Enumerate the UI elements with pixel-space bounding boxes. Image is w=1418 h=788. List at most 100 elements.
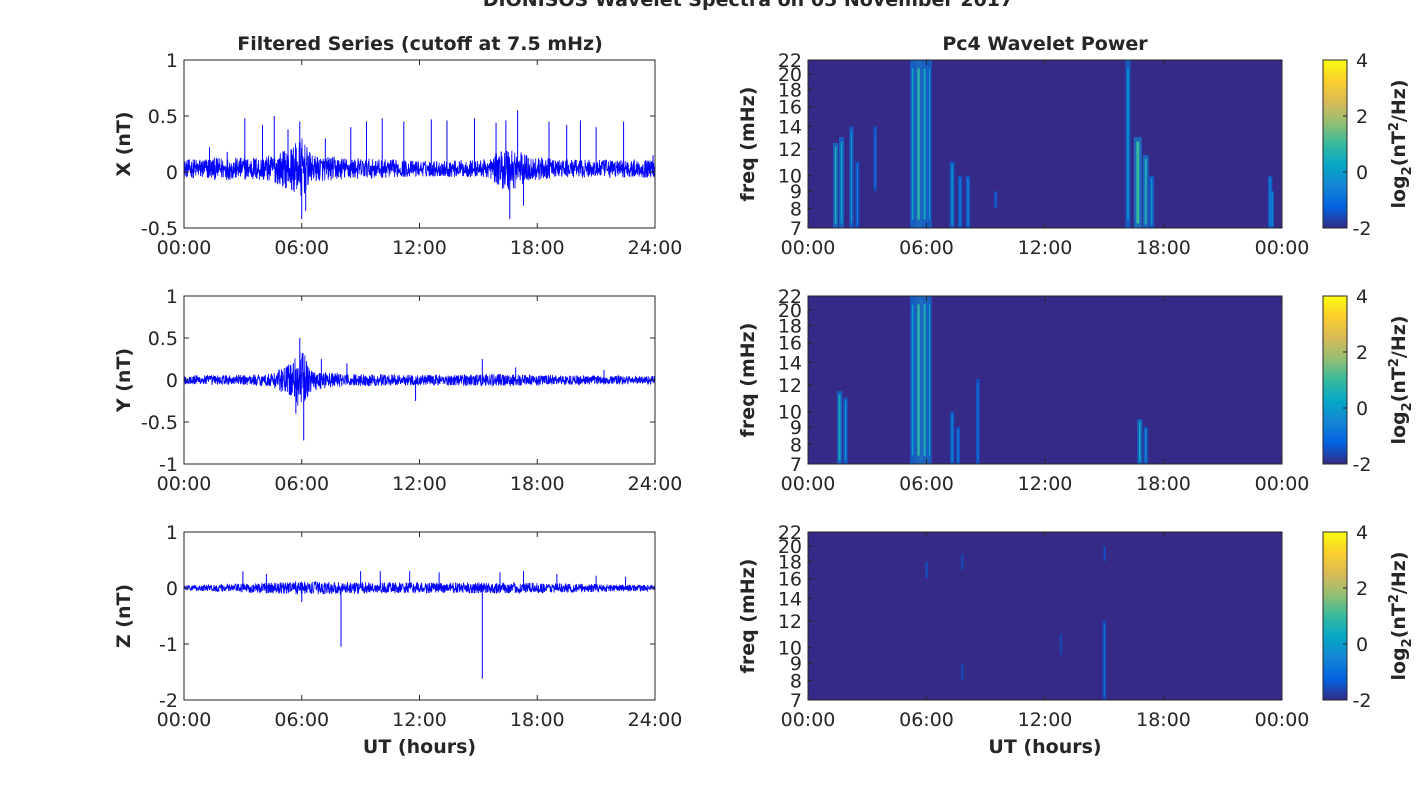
series-panel-1-ytick-label: 0 [166,162,178,184]
wavelet-panel-1-power-band [967,178,969,226]
wavelet-panel-3-colorbar-label-part: /Hz) [1388,551,1410,594]
wavelet-panel-1-colorbar-label-part: (nT [1388,131,1410,166]
wavelet-panel-3-xtick-label: 00:00 [781,709,836,731]
wavelet-panel-2-power-band [911,304,914,456]
wavelet-panel-2-colorbar-label-part: /Hz) [1388,315,1410,358]
wavelet-panel-2-background [808,296,1282,464]
wavelet-panel-1-power-band [951,165,953,225]
wavelet-panel-1-xtick-label: 12:00 [1018,237,1073,259]
wavelet-panel-2-colorbar-tick-label: -2 [1353,454,1372,476]
wavelet-panel-1-power-band [834,147,837,224]
series-panel-1-background [184,60,655,228]
wavelet-panel-1-ylabel: freq (mHz) [737,87,759,202]
wavelet-panel-3-colorbar-label-part: (nT [1388,603,1410,638]
wavelet-panel-1-ytick-label: 20 [778,64,802,86]
wavelet-panel-1-power-band [959,178,961,226]
wavelet-panel-3-power-band [961,554,963,570]
wavelet-panel-3-power-band [961,663,963,680]
wavelet-panel-3-colorbar-label: log2(nT2/Hz) [1387,551,1415,680]
series-panel-1-trace-group [183,110,656,220]
series-panel-2-data-trace [183,351,656,406]
series-panel-2-xtick-label: 12:00 [392,473,447,495]
series-panel-2-xtick-label: 18:00 [510,473,565,495]
wavelet-panel-1-ytick-label: 12 [778,139,802,161]
series-panel-1-xtick-label: 06:00 [274,237,329,259]
wavelet-panel-3-ytick-label: 10 [778,638,802,660]
wavelet-panel-2-power-band [1139,421,1141,462]
series-panel-1-xtick-label: 12:00 [392,237,447,259]
wavelet-panel-2-power-band [928,304,931,456]
wavelet-panel-2-colorbar-label: log2(nT2/Hz) [1387,315,1415,444]
wavelet-panel-2-xtick-label: 00:00 [1255,473,1310,495]
series-panel-3-data-trace [183,580,656,595]
series-panel-1-ylabel: X (nT) [113,111,135,176]
wavelet-panel-3-xlabel: UT (hours) [988,736,1101,758]
wavelet-panel-1-power-band [911,68,914,220]
wavelet-panel-2-power-band [917,304,920,456]
wavelet-panel-1-power-band [928,68,931,220]
wavelet-panel-2-colorbar-label-part: (nT [1388,367,1410,402]
wavelet-panel-1-power-band [1144,158,1147,225]
wavelet-panel-1-colorbar-label-part: /Hz) [1388,79,1410,122]
wavelet-panel-1-ytick-label: 22 [778,50,802,72]
series-panel-2-ytick-label: -0.5 [141,412,178,434]
wavelet-panel-1-colorbar [1322,59,1348,229]
series-panel-3-xtick-label: 24:00 [628,709,683,731]
wavelet-panel-2-power-band [838,394,841,461]
wavelet-panel-1-power-band [1136,141,1140,224]
wavelet-panel-1-ytick-label: 8 [790,198,802,220]
wavelet-panel-1-colorbar-label: log2(nT2/Hz) [1387,79,1415,208]
wavelet-panel-3-xtick-label: 00:00 [1255,709,1310,731]
wavelet-panel-3-ytick-label: 22 [778,522,802,544]
wavelet-panel-3-colorbar-tick-label: 2 [1356,578,1368,600]
wavelet-panel-1-power-band [840,141,843,224]
left-column-title: Filtered Series (cutoff at 7.5 mHz) [237,33,603,55]
wavelet-panel-2-power-band [923,304,926,456]
wavelet-panel-2-power-band [957,428,959,463]
wavelet-panel-3-colorbar [1322,531,1348,701]
wavelet-panel-1-xtick-label: 00:00 [781,237,836,259]
series-panel-3-ylabel: Z (nT) [113,584,135,648]
wavelet-panel-3-background [808,532,1282,700]
wavelet-panel-1-ytick-label: 7 [790,218,802,240]
wavelet-panel-1-power-band [1150,178,1153,226]
right-column-title: Pc4 Wavelet Power [942,33,1148,55]
wavelet-panel-1-background [808,60,1282,228]
wavelet-panel-1-ytick-label: 10 [778,166,802,188]
wavelet-panel-2-xtick-label: 12:00 [1018,473,1073,495]
wavelet-panel-1-ytick-label: 9 [790,181,802,203]
wavelet-panel-2-ytick-label: 7 [790,454,802,476]
wavelet-panel-2-colorbar-label-part: log [1388,411,1410,444]
wavelet-panel-3-power-band [1103,624,1105,697]
wavelet-panel-1-xtick-label: 18:00 [1136,237,1191,259]
wavelet-panel-3-ytick-label: 7 [790,690,802,712]
series-panel-1-ytick-label: -0.5 [141,218,178,240]
wavelet-panel-2-ytick-label: 12 [778,375,802,397]
wavelet-panel-3-ytick-label: 20 [778,536,802,558]
wavelet-panel-3-ytick-label: 9 [790,653,802,675]
wavelet-panel-3-xtick-label: 12:00 [1018,709,1073,731]
wavelet-panel-2-ytick-label: 8 [790,434,802,456]
wavelet-panel-1-colorbar-tick-label: 2 [1356,106,1368,128]
series-panel-2-xtick-label: 06:00 [274,473,329,495]
series-panel-3-xtick-label: 18:00 [510,709,565,731]
wavelet-panel-3-xtick-label: 06:00 [899,709,954,731]
wavelet-panel-3-xtick-label: 18:00 [1136,709,1191,731]
figure-title: DIONISOS Wavelet Spectra on 05 November … [483,0,1014,11]
wavelet-panel-2-ytick-label: 9 [790,417,802,439]
wavelet-panel-2-ytick-label: 22 [778,286,802,308]
wavelet-panel-1-colorbar-tick-label: -2 [1353,218,1372,240]
series-panel-2-ytick-label: 0 [166,370,178,392]
wavelet-panel-2-ytick-label: 18 [778,315,802,337]
wavelet-panel-1-power-band [850,131,853,223]
series-panel-3-xtick-label: 00:00 [157,709,212,731]
wavelet-panel-1-power-band [923,68,926,220]
wavelet-panel-2-colorbar-label-part: 2 [1387,358,1402,367]
wavelet-panel-2-colorbar-tick-label: 2 [1356,342,1368,364]
wavelet-panel-2-power-band [977,383,979,460]
wavelet-panel-3-colorbar-tick-label: 4 [1356,522,1368,544]
wavelet-panel-1-power-band [917,68,920,220]
wavelet-panel-1-power-band [1127,68,1129,220]
series-panel-2-ytick-label: 1 [166,286,178,308]
